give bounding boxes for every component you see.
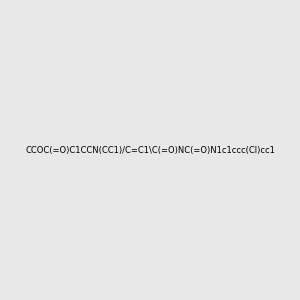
Text: CCOC(=O)C1CCN(CC1)/C=C1\C(=O)NC(=O)N1c1ccc(Cl)cc1: CCOC(=O)C1CCN(CC1)/C=C1\C(=O)NC(=O)N1c1c… xyxy=(25,146,275,154)
